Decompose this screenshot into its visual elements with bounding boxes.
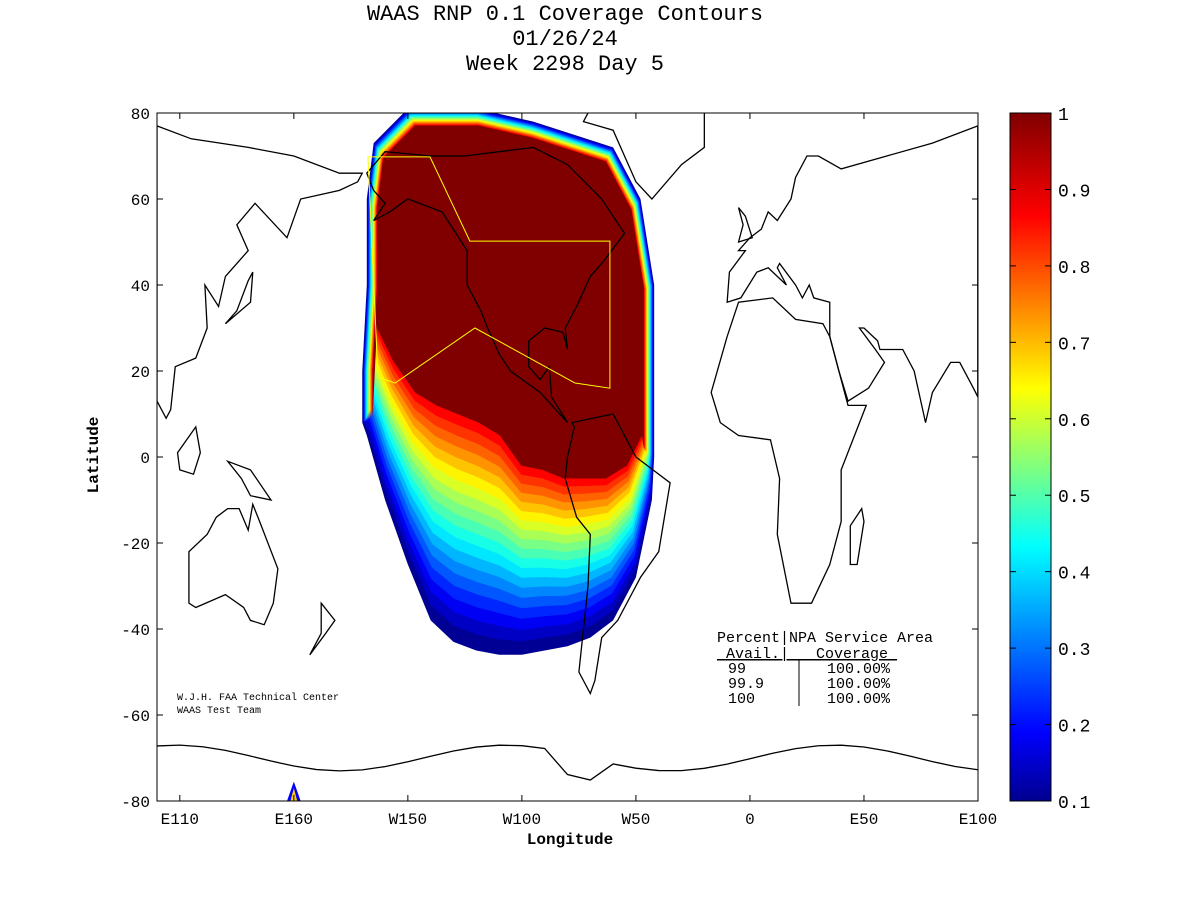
north-america-coastline <box>366 146 626 424</box>
borneo-coastline <box>176 425 201 476</box>
x-tick-label: E100 <box>959 811 997 829</box>
table-header-2: Avail.| Coverage <box>717 646 897 663</box>
colorbar-tick-label: 1 <box>1058 106 1069 126</box>
y-tick-label: 80 <box>131 106 150 124</box>
y-tick-label: -20 <box>121 536 150 554</box>
australia-coastline <box>188 501 279 626</box>
chart-date: 01/26/24 <box>512 27 618 52</box>
colorbar <box>1009 112 1052 802</box>
y-tick-label: -60 <box>121 708 150 726</box>
y-tick-label: -80 <box>121 794 150 812</box>
coverage-band <box>290 788 298 801</box>
x-axis-label: Longitude <box>527 831 613 849</box>
y-tick-label: 60 <box>131 192 150 210</box>
credit-line-1: W.J.H. FAA Technical Center <box>177 692 339 704</box>
colorbar-tick-label: 0.2 <box>1058 718 1090 738</box>
colorbar-tick-label: 0.3 <box>1058 641 1090 661</box>
south-america-coastline <box>564 413 671 696</box>
y-tick-label: 40 <box>131 278 150 296</box>
colorbar-ticks: 1 0.9 0.8 0.7 0.6 0.5 0.4 0.3 0.2 0.1 <box>1010 106 1090 814</box>
table-header-1: Percent|NPA Service Area <box>717 630 933 647</box>
row-avail: 99.9 <box>728 676 764 693</box>
colorbar-tick-label: 0.9 <box>1058 182 1090 202</box>
x-ticks: E110 E160 W150 W100 W50 0 E50 E100 <box>161 113 997 829</box>
coverage-band <box>372 125 645 479</box>
row-coverage: 100.00% <box>827 691 891 708</box>
service-area-boundary <box>367 156 611 389</box>
x-tick-label: W50 <box>622 811 651 829</box>
x-tick-label: W150 <box>389 811 427 829</box>
y-tick-label: 20 <box>131 364 150 382</box>
colorbar-tick-label: 0.6 <box>1058 412 1090 432</box>
madagascar-coastline <box>849 506 865 566</box>
africa-coastline <box>710 297 868 604</box>
new-guinea-coastline <box>225 459 273 501</box>
chart-title: WAAS RNP 0.1 Coverage Contours <box>366 2 764 27</box>
chart-week: Week 2298 Day 5 <box>465 52 665 77</box>
x-tick-label: 0 <box>745 811 755 829</box>
x-tick-label: E160 <box>275 811 313 829</box>
stats-table: Percent|NPA Service Area Avail.| Coverag… <box>717 630 933 708</box>
asia-east-coastline <box>157 125 364 420</box>
britain-coastline <box>737 207 754 243</box>
credit-line-2: WAAS Test Team <box>177 706 261 717</box>
antarctica-coastline <box>157 744 978 781</box>
japan-coastline <box>224 271 254 325</box>
greenland-coastline <box>582 113 705 200</box>
colorbar-tick-label: 0.5 <box>1058 488 1090 508</box>
colorbar-tick-label: 0.4 <box>1058 565 1090 585</box>
colorbar-tick-label: 0.1 <box>1058 794 1090 814</box>
eurasia-west-coastline <box>726 125 978 423</box>
row-avail: 100 <box>728 691 755 708</box>
x-tick-label: W100 <box>503 811 541 829</box>
row-avail: 99 <box>728 661 746 678</box>
y-ticks: 80 60 40 20 0 -20 -40 -60 -80 <box>121 106 978 812</box>
x-tick-label: E110 <box>161 811 199 829</box>
row-coverage: 100.00% <box>827 661 891 678</box>
coverage-contours <box>286 113 655 801</box>
y-tick-label: 0 <box>140 450 150 468</box>
y-axis-label: Latitude <box>85 417 103 494</box>
coastlines <box>157 113 978 781</box>
y-tick-label: -40 <box>121 622 150 640</box>
new-zealand-coastline <box>309 601 336 656</box>
x-tick-label: E50 <box>850 811 879 829</box>
colorbar-tick-label: 0.7 <box>1058 335 1090 355</box>
colorbar-tick-label: 0.8 <box>1058 259 1090 279</box>
row-coverage: 100.00% <box>827 676 891 693</box>
